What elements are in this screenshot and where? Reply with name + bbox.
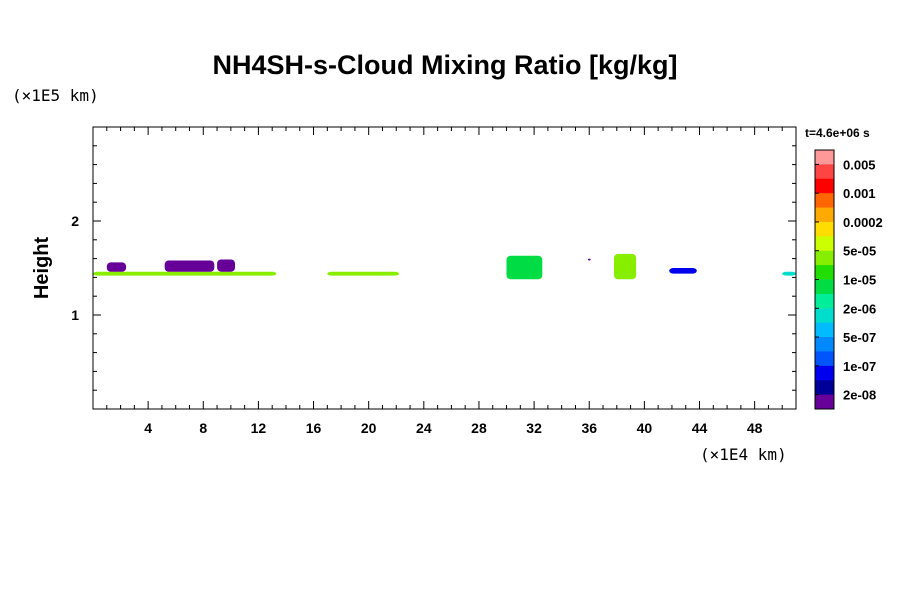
x-tick-label: 4 [144, 420, 152, 436]
plot-frame [92, 126, 797, 410]
y-axis-label: Height [31, 237, 53, 300]
colorbar-swatch [815, 236, 834, 252]
x-tick-label: 8 [199, 420, 207, 436]
x-tick-label: 36 [581, 420, 597, 436]
x-tick-label: 20 [361, 420, 377, 436]
cloud-region-6 [587, 258, 591, 261]
colorbar-label: 0.001 [843, 186, 876, 201]
x-tick-label: 40 [637, 420, 653, 436]
cloud-region-5 [506, 255, 543, 280]
y-unit-label: (×1E5 km) [12, 86, 99, 105]
cloud-region-2 [164, 260, 215, 272]
x-tick-label: 24 [416, 420, 432, 436]
colorbar-swatch [815, 322, 834, 338]
colorbar-swatch [815, 178, 834, 194]
x-tick-label: 48 [747, 420, 763, 436]
colorbar-label: 0.0002 [843, 215, 883, 230]
colorbar-swatch [815, 265, 834, 280]
chart-title: NH4SH-s-Cloud Mixing Ratio [kg/kg] [213, 50, 678, 80]
colorbar-swatch [815, 250, 834, 266]
colorbar-swatch [815, 164, 834, 180]
colorbar-swatch [815, 337, 834, 352]
cloud-region-1 [106, 262, 127, 272]
time-label: t=4.6e+06 s [805, 126, 870, 140]
colorbar-swatch [815, 193, 834, 209]
colorbar-label: 1e-05 [843, 273, 876, 288]
cloud-region-4 [327, 271, 399, 276]
colorbar-swatch [815, 221, 834, 237]
x-unit-label: (×1E4 km) [700, 445, 787, 464]
x-tick-label: 44 [692, 420, 708, 436]
cloud-region-7 [614, 253, 637, 280]
colorbar-label: 5e-05 [843, 244, 876, 259]
colorbar-swatch [815, 351, 834, 367]
cloud-region-0 [93, 271, 277, 276]
cloud-region-8 [669, 268, 697, 274]
cloud-field [93, 253, 796, 280]
x-tick-label: 16 [306, 420, 322, 436]
colorbar-swatch [815, 293, 834, 309]
colorbar-swatch [815, 394, 834, 410]
colorbar-swatch [815, 308, 834, 324]
x-tick-label: 32 [526, 420, 542, 436]
colorbar-label: 1e-07 [843, 359, 876, 374]
y-tick-label: 1 [71, 307, 79, 323]
colorbar-swatch [815, 380, 834, 396]
colorbar-swatch [815, 279, 834, 295]
colorbar-swatch [815, 207, 834, 223]
colorbar: 0.005 0.001 0.0002 5e-05 1e-05 2e-06 5e-07 1e-0… [814, 149, 883, 410]
cloud-region-9 [782, 271, 796, 276]
y-tick-label: 2 [71, 213, 79, 229]
colorbar-swatch [815, 150, 834, 165]
colorbar-label: 2e-06 [843, 301, 876, 316]
colorbar-label: 5e-07 [843, 330, 876, 345]
colorbar-label: 0.005 [843, 157, 876, 172]
colorbar-label: 2e-08 [843, 388, 876, 403]
cloud-region-3 [217, 259, 235, 272]
x-tick-label: 12 [251, 420, 267, 436]
x-tick-label: 28 [471, 420, 487, 436]
colorbar-swatch [815, 365, 834, 381]
